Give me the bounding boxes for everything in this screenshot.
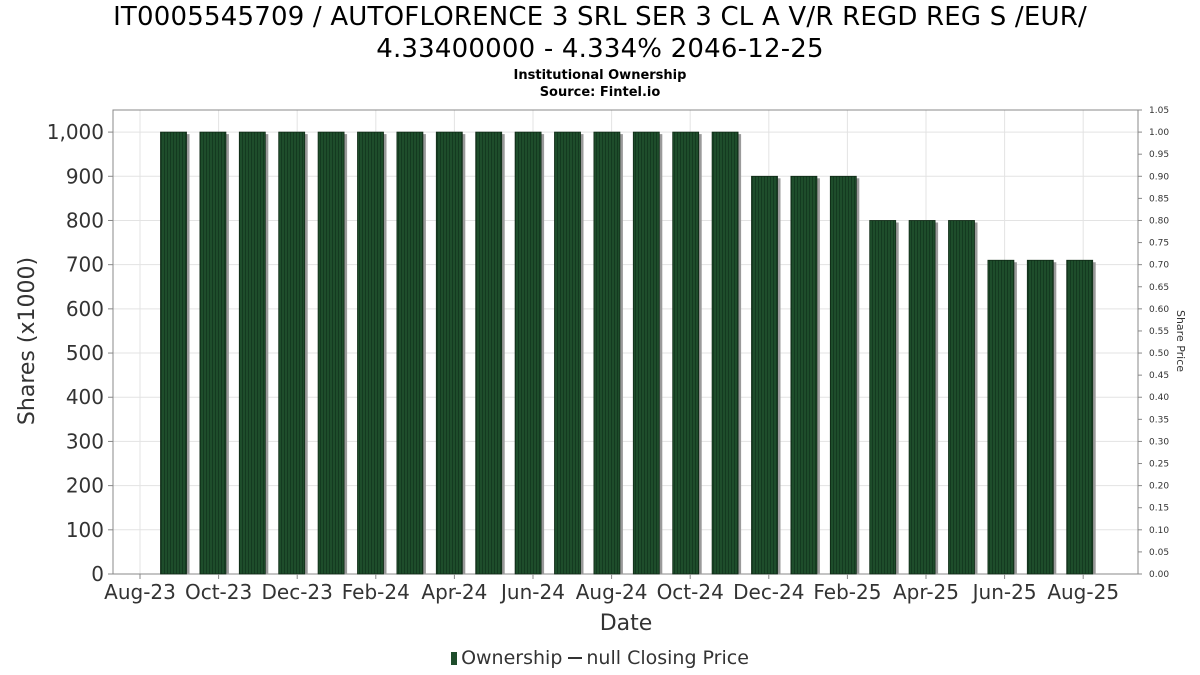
x-axis: Aug-23 Oct-23 Dec-23 Feb-24 Apr-24 Jun-24 Aug-… xyxy=(104,574,1119,604)
ownership-bar xyxy=(948,220,975,575)
x-axis-label: Date xyxy=(600,611,653,636)
x-tick-label: Jun-24 xyxy=(499,580,565,604)
y-tick-label: 900 xyxy=(66,164,104,188)
y-right-tick-label: 0.95 xyxy=(1149,150,1169,160)
legend: Ownership null Closing Price xyxy=(0,647,1200,669)
y-right-tick-label: 0.50 xyxy=(1149,349,1169,359)
chart-source: Source: Fintel.io xyxy=(539,85,661,100)
ownership-bar xyxy=(711,131,739,575)
bars-group xyxy=(160,131,1096,575)
x-tick-label: Dec-23 xyxy=(262,580,333,604)
x-tick-label: Oct-23 xyxy=(185,580,252,604)
y-right-tick-label: 1.00 xyxy=(1149,128,1169,138)
plot-area xyxy=(112,109,1139,575)
ownership-bar xyxy=(396,131,424,575)
ownership-bar xyxy=(790,175,818,575)
y-tick-label: 300 xyxy=(66,429,104,453)
y-tick-label: 1,000 xyxy=(47,120,104,144)
y-tick-label: 500 xyxy=(66,341,104,365)
y-tick-label: 400 xyxy=(66,385,104,409)
ownership-bar xyxy=(554,131,581,575)
y-right-tick-label: 0.35 xyxy=(1149,415,1169,425)
ownership-bar xyxy=(278,131,306,575)
ownership-bar xyxy=(514,131,542,575)
ownership-bar xyxy=(751,175,778,575)
ownership-legend-label: Ownership xyxy=(461,647,563,669)
y-right-tick-label: 0.65 xyxy=(1149,283,1169,293)
chart-subtitle: Institutional Ownership xyxy=(513,68,687,83)
y-right-tick-label: 0.05 xyxy=(1149,548,1169,558)
y-right-tick-label: 0.25 xyxy=(1149,460,1169,470)
y-tick-label: 800 xyxy=(66,208,104,232)
ownership-bar xyxy=(593,131,621,575)
y-right-tick-label: 0.70 xyxy=(1149,261,1169,271)
ownership-bar xyxy=(632,131,660,575)
x-tick-label: Aug-23 xyxy=(104,580,176,604)
y-right-tick-label: 0.30 xyxy=(1149,437,1169,447)
y-axis-right-label: Share Price xyxy=(1174,310,1187,372)
y-axis-label: Shares (x1000) xyxy=(15,257,40,425)
y-right-tick-label: 0.00 xyxy=(1149,570,1169,580)
y-right-tick-label: 0.40 xyxy=(1149,393,1169,403)
chart-title-line-2: 4.33400000 - 4.334% 2046-12-25 xyxy=(376,34,824,64)
y-tick-label: 0 xyxy=(91,562,104,586)
x-tick-label: Aug-25 xyxy=(1047,580,1119,604)
y-tick-label: 600 xyxy=(66,297,104,321)
x-tick-label: Aug-24 xyxy=(576,580,648,604)
x-tick-label: Apr-24 xyxy=(421,580,487,604)
x-tick-label: Feb-24 xyxy=(342,580,410,604)
chart-title-line-1: IT0005545709 / AUTOFLORENCE 3 SRL SER 3 … xyxy=(113,2,1087,32)
x-tick-label: Apr-25 xyxy=(893,580,959,604)
price-legend-line xyxy=(568,657,583,659)
x-tick-label: Oct-24 xyxy=(657,580,724,604)
y-right-tick-label: 0.80 xyxy=(1149,216,1169,226)
y-right-tick-label: 0.85 xyxy=(1149,194,1169,204)
ownership-legend-swatch xyxy=(451,652,458,665)
ownership-bar xyxy=(435,131,463,575)
ownership-bar xyxy=(1066,259,1094,575)
ownership-bar xyxy=(475,131,503,575)
ownership-bar xyxy=(672,131,700,575)
y-right-tick-label: 0.15 xyxy=(1149,504,1169,514)
y-axis-right: 0.00 0.05 0.10 0.15 0.20 0.25 0.30 0.35 0.40 0.45… xyxy=(1138,106,1169,580)
ownership-bar xyxy=(199,131,227,575)
ownership-bar xyxy=(317,131,345,575)
ownership-bar xyxy=(908,220,936,575)
ownership-bar xyxy=(869,220,897,575)
y-tick-label: 700 xyxy=(66,253,104,277)
y-tick-label: 200 xyxy=(66,474,104,498)
ownership-bar xyxy=(829,175,857,575)
ownership-bar xyxy=(1026,259,1054,575)
y-right-tick-label: 0.55 xyxy=(1149,327,1169,337)
y-right-tick-label: 0.10 xyxy=(1149,526,1169,536)
ownership-bar xyxy=(357,131,384,575)
y-right-tick-label: 0.60 xyxy=(1149,305,1169,315)
y-right-tick-label: 0.90 xyxy=(1149,172,1169,182)
y-axis-left: 0 100 200 300 400 500 600 700 800 900 1,000 xyxy=(47,120,113,586)
ownership-bar xyxy=(987,259,1015,575)
x-tick-label: Feb-25 xyxy=(813,580,881,604)
y-right-tick-label: 0.20 xyxy=(1149,482,1169,492)
price-legend-label: null Closing Price xyxy=(586,647,749,669)
y-right-tick-label: 1.05 xyxy=(1149,106,1169,116)
ownership-bar xyxy=(160,131,187,575)
x-tick-label: Jun-25 xyxy=(971,580,1037,604)
y-right-tick-label: 0.75 xyxy=(1149,239,1169,249)
y-right-tick-label: 0.45 xyxy=(1149,371,1169,381)
x-tick-label: Dec-24 xyxy=(733,580,804,604)
ownership-bar xyxy=(238,131,266,575)
y-tick-label: 100 xyxy=(66,518,104,542)
